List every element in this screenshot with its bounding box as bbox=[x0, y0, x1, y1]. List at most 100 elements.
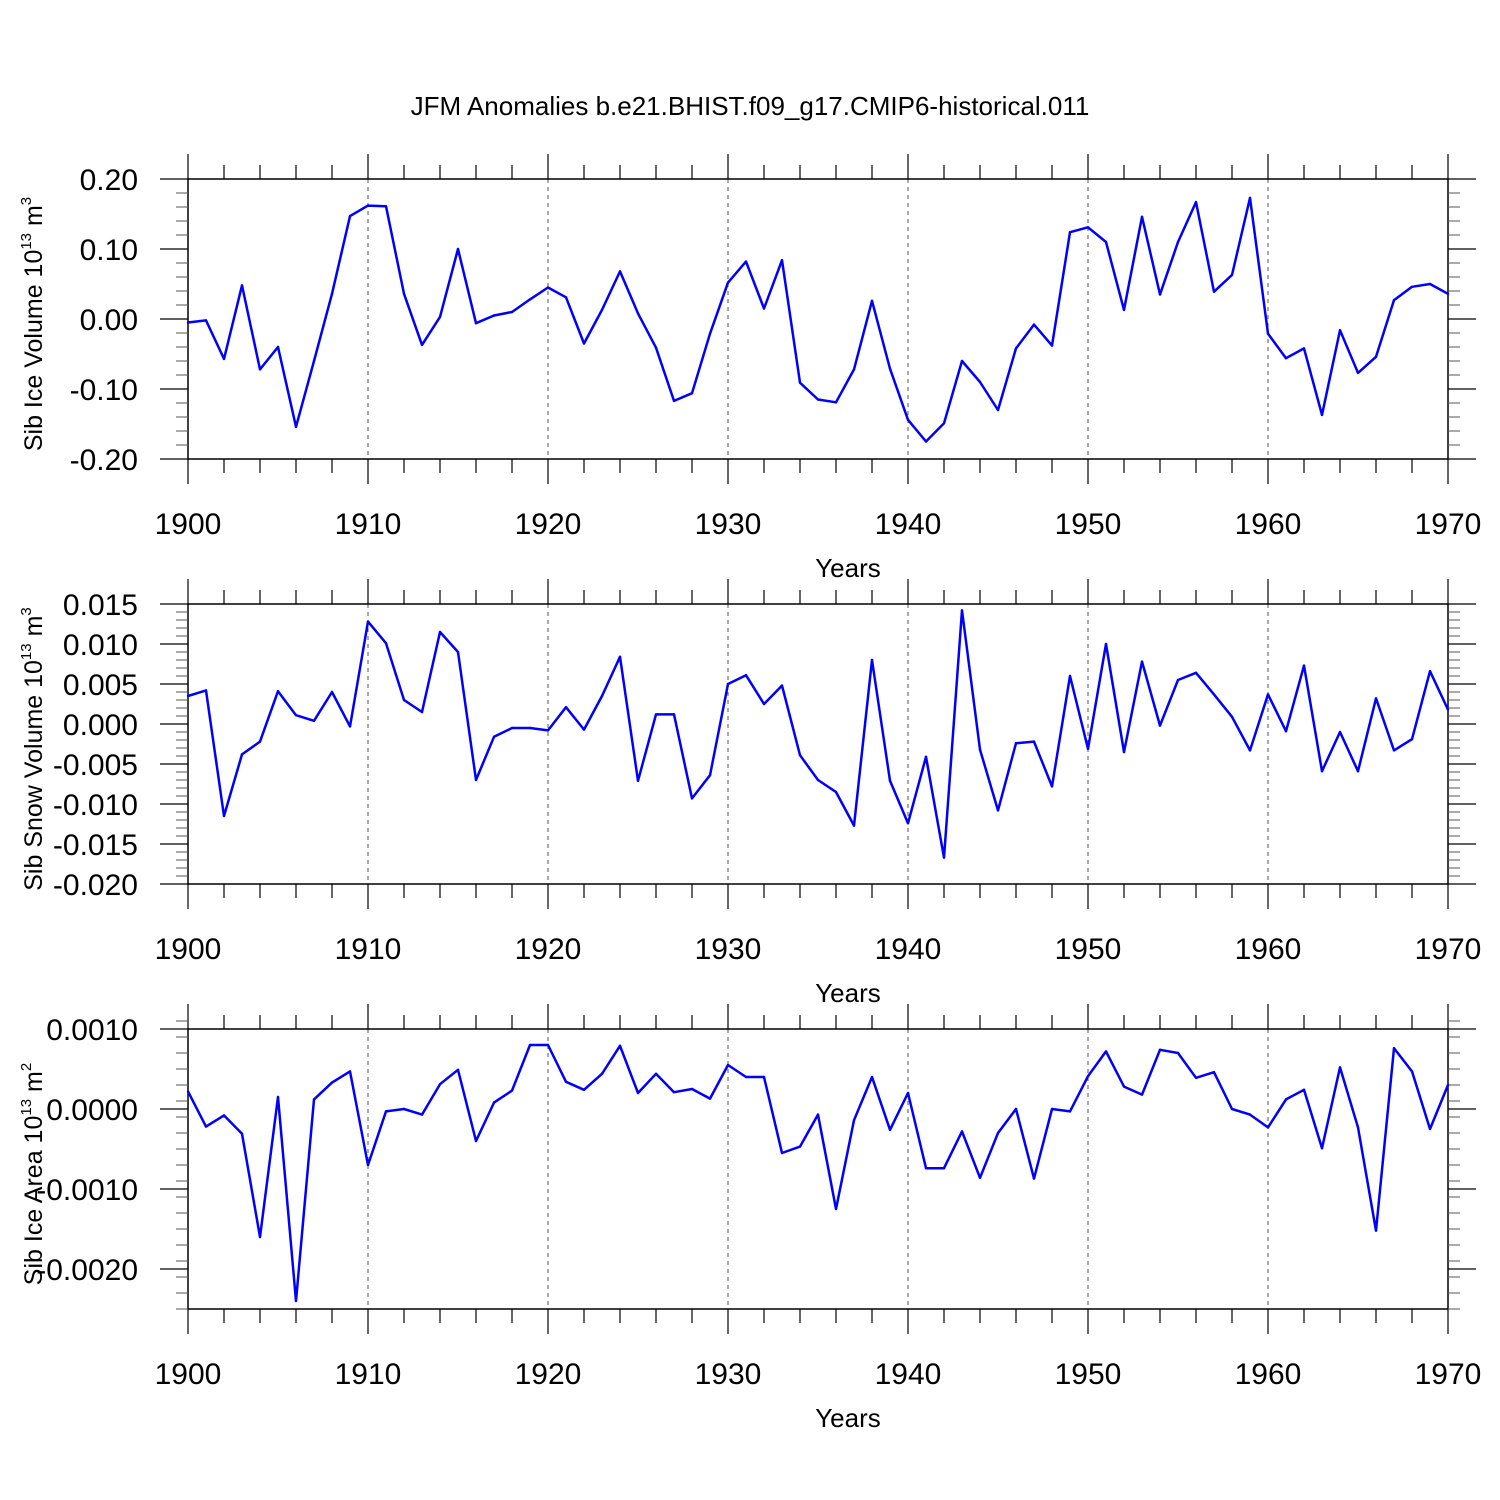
data-point bbox=[384, 205, 388, 208]
x-tick-label: 1930 bbox=[695, 1358, 762, 1391]
data-point bbox=[600, 308, 604, 312]
data-point bbox=[1212, 290, 1216, 293]
data-point bbox=[564, 296, 568, 299]
data-point bbox=[1320, 770, 1324, 773]
data-point bbox=[618, 270, 622, 273]
data-point bbox=[780, 684, 784, 687]
data-point bbox=[312, 359, 316, 363]
data-point bbox=[384, 1110, 388, 1113]
data-point bbox=[762, 1075, 766, 1079]
data-point bbox=[726, 1063, 730, 1067]
data-point bbox=[780, 1151, 784, 1155]
x-tick-label: 1960 bbox=[1235, 1358, 1302, 1391]
data-point bbox=[618, 655, 622, 658]
data-point bbox=[1356, 1126, 1360, 1129]
data-point bbox=[1248, 196, 1252, 200]
data-point bbox=[1140, 1093, 1144, 1096]
data-point bbox=[420, 343, 424, 347]
x-tick-label: 1900 bbox=[155, 933, 222, 966]
data-point bbox=[870, 1075, 874, 1079]
data-point bbox=[582, 342, 586, 345]
x-tick-label: 1910 bbox=[335, 508, 402, 541]
data-point bbox=[708, 774, 712, 777]
x-tick-label: 1930 bbox=[695, 508, 762, 541]
data-point bbox=[906, 822, 910, 825]
data-point bbox=[348, 1070, 352, 1073]
data-point bbox=[1014, 1107, 1018, 1111]
data-point bbox=[690, 797, 694, 800]
data-point bbox=[996, 809, 1000, 812]
data-point bbox=[672, 399, 676, 403]
data-point bbox=[798, 1145, 802, 1148]
data-point bbox=[510, 1089, 514, 1092]
data-point bbox=[1050, 785, 1054, 788]
data-point bbox=[1392, 1047, 1396, 1050]
data-point bbox=[510, 310, 514, 314]
panel-1: -0.20 -0.10 0.00 0.10 0.20 1900 1910 1920 1930 19… bbox=[18, 154, 1481, 583]
plot-frame bbox=[187, 603, 1449, 885]
data-point bbox=[402, 698, 406, 702]
plot-frame bbox=[187, 1028, 1449, 1310]
data-point bbox=[294, 425, 298, 428]
data-point bbox=[1320, 1147, 1324, 1150]
x-tick-label: 1920 bbox=[515, 508, 582, 541]
data-point bbox=[996, 408, 1000, 412]
data-point bbox=[438, 1083, 442, 1086]
data-point bbox=[1428, 1127, 1432, 1131]
data-point bbox=[1104, 1050, 1108, 1053]
data-point bbox=[708, 332, 712, 335]
data-point bbox=[1446, 292, 1450, 295]
x-tick-label: 1950 bbox=[1055, 1358, 1122, 1391]
data-point bbox=[1446, 708, 1450, 711]
data-point bbox=[1068, 674, 1072, 678]
data-point bbox=[1374, 1229, 1378, 1232]
data-point bbox=[1014, 742, 1018, 745]
data-point bbox=[1410, 738, 1414, 741]
data-point bbox=[744, 1075, 748, 1079]
data-point bbox=[546, 1043, 550, 1047]
data-point bbox=[204, 689, 208, 692]
data-point bbox=[312, 719, 316, 722]
data-point bbox=[1248, 749, 1252, 752]
x-axis-label: Years bbox=[815, 978, 881, 1008]
data-point bbox=[762, 702, 766, 706]
data-point bbox=[528, 298, 532, 301]
data-point bbox=[474, 778, 478, 782]
data-point bbox=[474, 322, 478, 325]
data-point bbox=[1266, 1126, 1270, 1129]
data-point bbox=[1122, 308, 1126, 312]
panel-2: -0.020 -0.015 -0.010 -0.005 0.000 0.005 0.010 0… bbox=[18, 579, 1481, 1008]
data-point bbox=[1194, 671, 1198, 674]
data-point bbox=[258, 368, 262, 371]
data-point bbox=[330, 1081, 334, 1084]
data-point bbox=[510, 726, 514, 730]
y-tick-label: 0.010 bbox=[63, 629, 138, 662]
data-point bbox=[456, 1068, 460, 1072]
x-tick-label: 1940 bbox=[875, 508, 942, 541]
x-tick-label: 1910 bbox=[335, 1358, 402, 1391]
data-point bbox=[1140, 215, 1144, 218]
data-point bbox=[636, 1091, 640, 1095]
data-point bbox=[492, 314, 496, 317]
data-point bbox=[312, 1098, 316, 1101]
data-point bbox=[204, 1125, 208, 1128]
y-tick-label: -0.0020 bbox=[36, 1254, 138, 1287]
data-point bbox=[1104, 240, 1108, 244]
x-tick-label: 1950 bbox=[1055, 933, 1122, 966]
data-point bbox=[1194, 1076, 1198, 1080]
y-tick-label: 0.00 bbox=[80, 304, 138, 337]
data-point bbox=[1032, 1177, 1036, 1180]
data-point bbox=[1410, 1070, 1414, 1073]
data-point bbox=[600, 1072, 604, 1076]
data-point bbox=[330, 690, 334, 694]
data-point bbox=[636, 779, 640, 782]
data-point bbox=[222, 357, 226, 361]
data-point bbox=[1122, 750, 1126, 754]
data-point bbox=[1338, 1066, 1342, 1069]
data-point bbox=[1158, 1048, 1162, 1052]
data-point bbox=[888, 367, 892, 370]
data-point bbox=[564, 706, 568, 709]
data-point bbox=[1050, 1107, 1054, 1111]
data-point bbox=[708, 1097, 712, 1100]
